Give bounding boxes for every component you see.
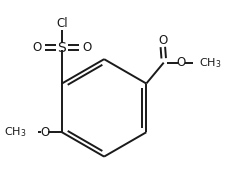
Text: S: S xyxy=(58,41,66,55)
Text: O: O xyxy=(176,56,186,69)
Text: Cl: Cl xyxy=(56,17,68,30)
Text: O: O xyxy=(32,41,41,54)
Text: O: O xyxy=(40,126,49,139)
Text: CH$_3$: CH$_3$ xyxy=(200,56,222,70)
Text: O: O xyxy=(82,41,92,54)
Text: O: O xyxy=(158,34,168,46)
Text: CH$_3$: CH$_3$ xyxy=(4,125,26,139)
